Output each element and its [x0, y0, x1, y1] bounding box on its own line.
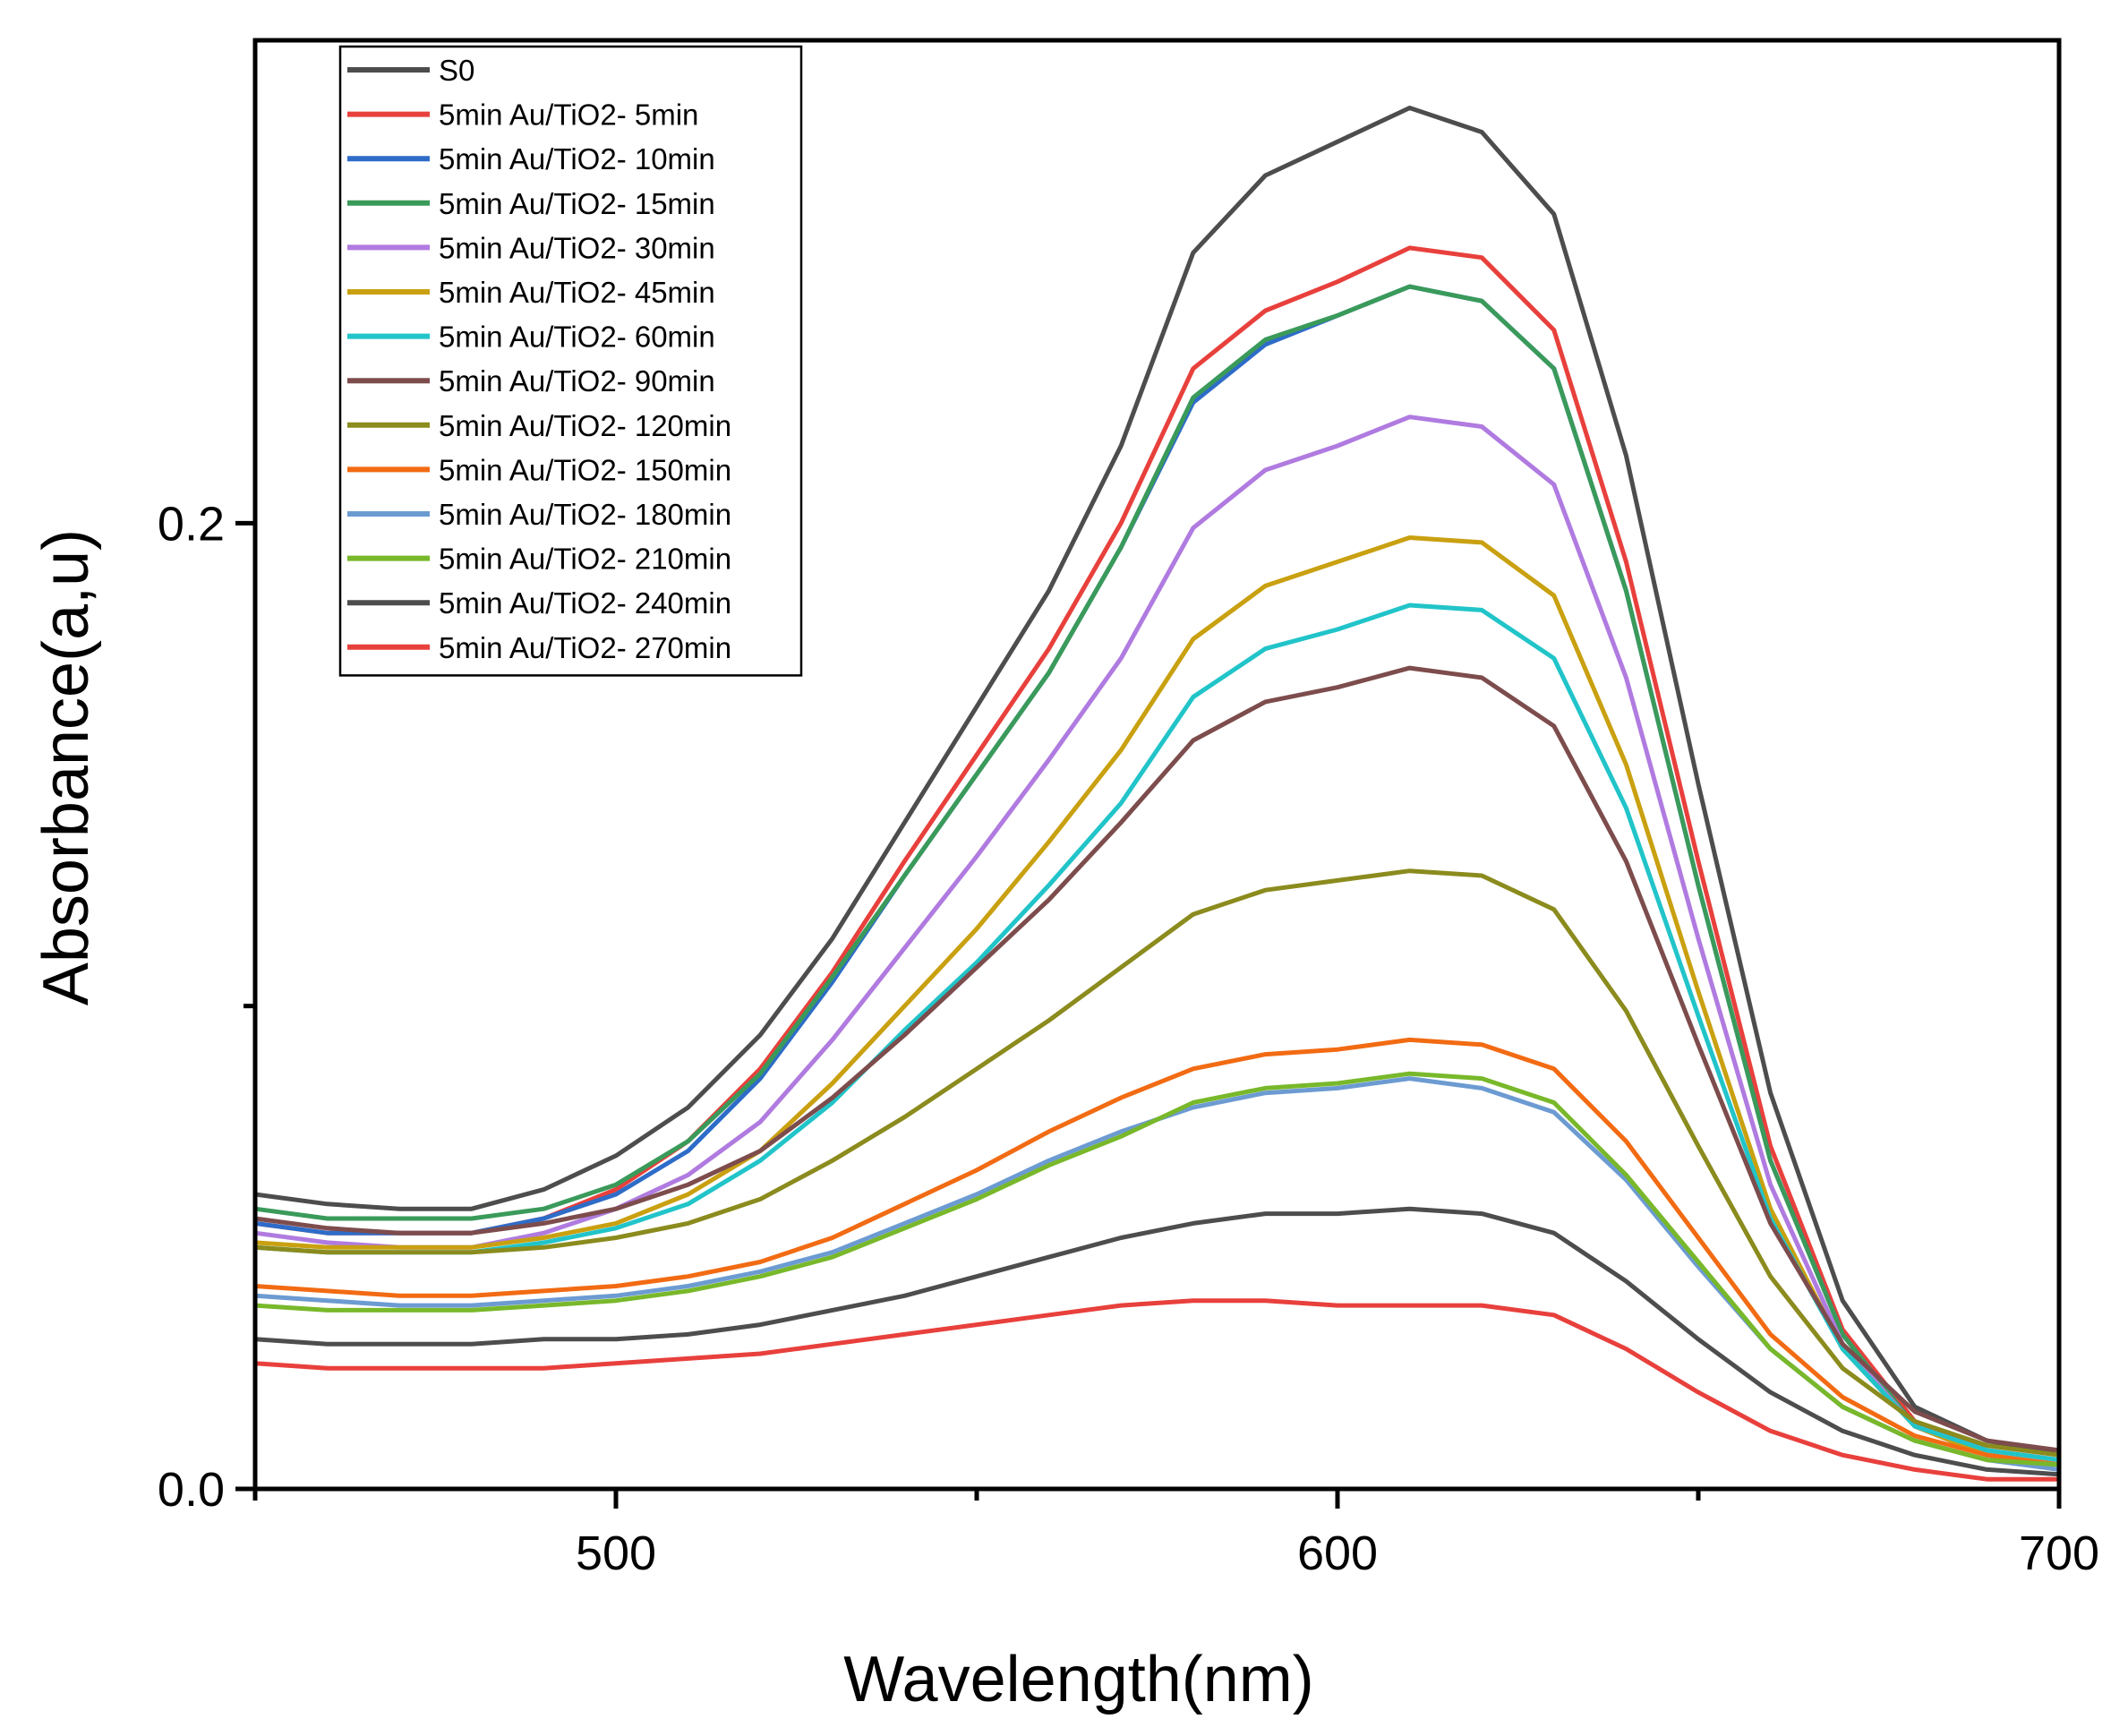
legend-label-11: 5min Au/TiO2- 210min	[439, 543, 731, 576]
legend-label-9: 5min Au/TiO2- 150min	[439, 453, 731, 486]
legend-label-8: 5min Au/TiO2- 120min	[439, 409, 731, 442]
series-line-12	[252, 1206, 2062, 1477]
series-line-0	[252, 106, 2062, 1458]
plot-frame	[252, 38, 2062, 1492]
x-tick-label-2: 700	[2019, 1526, 2099, 1580]
x-tick-label-0: 500	[576, 1526, 656, 1580]
y-axis-title: Absorbance(a,u)	[30, 529, 102, 1005]
y-tick-label-1: 0.2	[158, 497, 225, 551]
legend-label-5: 5min Au/TiO2- 45min	[439, 276, 715, 309]
series-line-8	[252, 868, 2062, 1458]
legend-label-0: S0	[439, 54, 474, 87]
tick-labels-group: 500 600 700 0.0 0.2	[158, 497, 2099, 1580]
series-line-6	[252, 603, 2062, 1463]
series-line-5	[252, 535, 2062, 1467]
legend-label-7: 5min Au/TiO2- 90min	[439, 364, 715, 398]
series-line-13	[252, 1298, 2062, 1482]
series-line-11	[252, 1071, 2062, 1467]
x-axis-title: Wavelength(nm)	[843, 1644, 1314, 1715]
legend-label-1: 5min Au/TiO2- 5min	[439, 98, 698, 132]
legend: S0 5min Au/TiO2- 5min 5min Au/TiO2- 10min 5…	[338, 45, 803, 677]
axes-group	[235, 38, 2062, 1509]
series-line-7	[252, 665, 2062, 1453]
series-group	[252, 106, 2062, 1482]
legend-label-3: 5min Au/TiO2- 15min	[439, 187, 715, 220]
legend-label-4: 5min Au/TiO2- 30min	[439, 231, 715, 264]
legend-label-2: 5min Au/TiO2- 10min	[439, 142, 715, 175]
series-line-3	[252, 284, 2062, 1467]
x-tick-label-1: 600	[1297, 1526, 1378, 1580]
series-line-4	[252, 415, 2062, 1467]
legend-label-13: 5min Au/TiO2- 270min	[439, 631, 731, 664]
legend-label-6: 5min Au/TiO2- 60min	[439, 321, 715, 354]
legend-label-12: 5min Au/TiO2- 240min	[439, 586, 731, 620]
legend-box	[338, 45, 803, 677]
series-line-9	[252, 1037, 2062, 1467]
y-tick-label-0: 0.0	[158, 1463, 225, 1517]
legend-label-10: 5min Au/TiO2- 180min	[439, 498, 731, 531]
